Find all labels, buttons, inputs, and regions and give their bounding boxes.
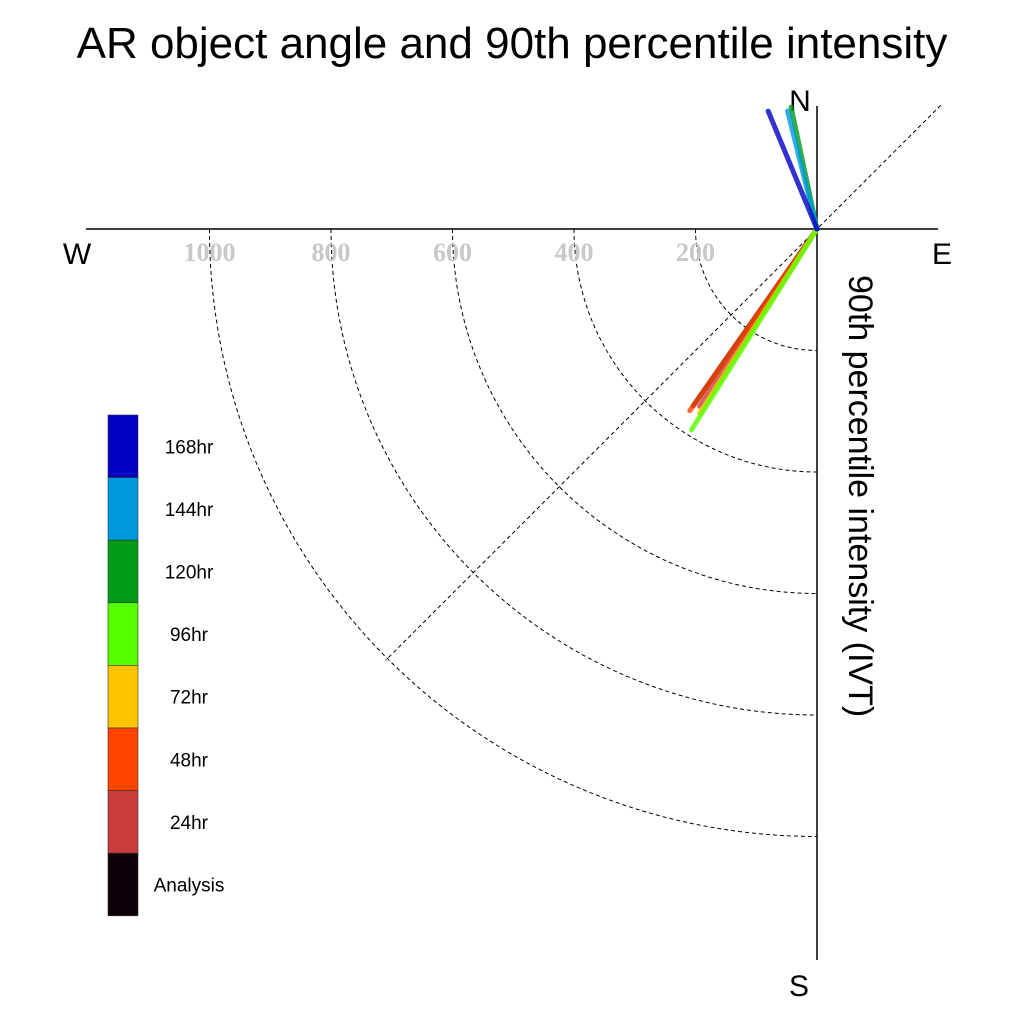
legend-swatch — [107, 414, 139, 478]
range-ring — [573, 228, 818, 473]
compass-axes — [86, 106, 938, 960]
range-ring — [209, 228, 818, 837]
radial-tick-labels: 200 400 600 800 1000 — [184, 238, 716, 267]
legend-swatch — [107, 852, 139, 917]
compass-west-label: W — [63, 238, 92, 271]
legend: 168hr 144hr 120hr 96hr 72hr 48hr 24hr Analysis — [107, 414, 225, 917]
legend-swatch — [107, 602, 139, 666]
radial-tick-label: 600 — [433, 238, 472, 267]
range-ring — [695, 228, 818, 351]
compass-south-label: S — [789, 970, 809, 1003]
legend-swatch — [107, 727, 139, 791]
legend-swatch — [107, 477, 139, 541]
vector-96hr — [688, 226, 820, 433]
range-ring — [452, 228, 818, 594]
legend-label: 48hr — [170, 750, 209, 771]
radial-tick-label: 800 — [312, 238, 351, 267]
diagonal-reference-line — [385, 104, 942, 661]
radial-tick-label: 200 — [676, 238, 715, 267]
legend-label: 72hr — [170, 688, 209, 709]
chart-title: AR object angle and 90th percentile inte… — [77, 19, 948, 68]
radial-tick-label: 400 — [555, 238, 594, 267]
legend-label: 24hr — [170, 813, 209, 834]
legend-label: 120hr — [165, 563, 214, 584]
vector-144hr — [785, 108, 820, 232]
legend-label: 144hr — [165, 500, 214, 521]
legend-swatch — [107, 665, 139, 729]
legend-swatch — [107, 790, 139, 854]
vector-168hr — [765, 108, 820, 232]
radial-tick-label: 1000 — [184, 238, 236, 267]
legend-swatch — [107, 539, 139, 604]
vector-series — [687, 104, 820, 433]
compass-north-label: N — [789, 85, 811, 118]
polar-grid — [209, 104, 942, 837]
legend-label: 96hr — [170, 625, 209, 646]
legend-label: Analysis — [154, 876, 225, 897]
compass-east-label: E — [932, 238, 952, 271]
legend-label: 168hr — [165, 437, 214, 458]
y-axis-label: 90th percentile intensity (IVT) — [841, 275, 879, 717]
